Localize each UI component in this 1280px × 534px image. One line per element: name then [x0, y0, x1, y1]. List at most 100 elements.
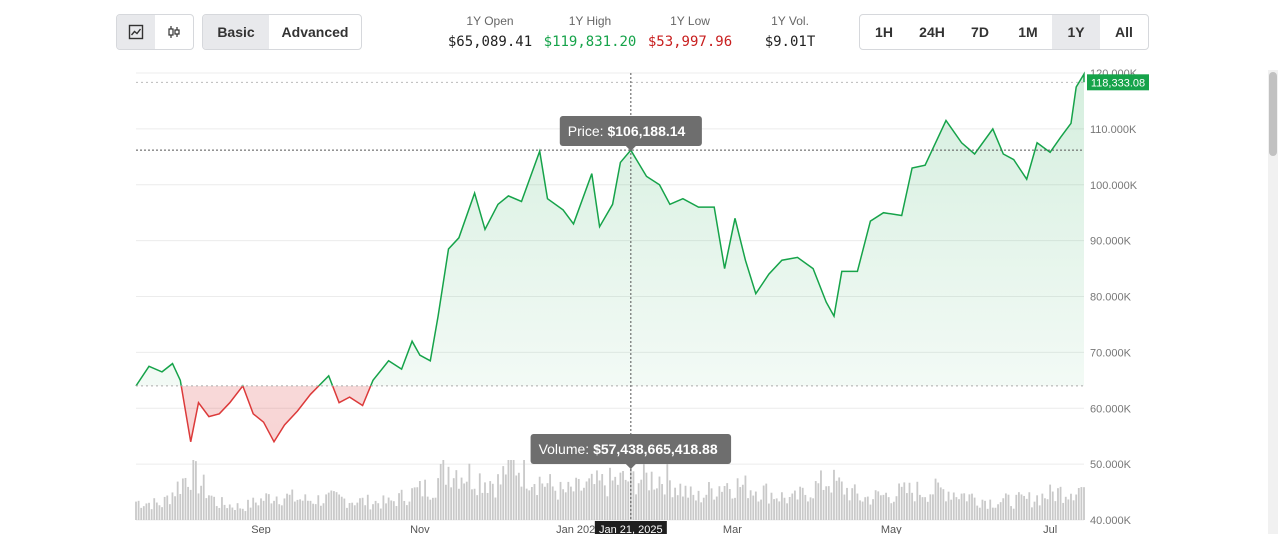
volume-bar	[869, 504, 872, 520]
volume-bar	[572, 491, 575, 520]
volume-bar	[1062, 502, 1065, 520]
volume-bar	[585, 481, 588, 520]
volume-bar	[916, 481, 919, 520]
volume-bar	[210, 495, 213, 520]
volume-bar	[137, 500, 140, 520]
volume-bar	[254, 502, 257, 520]
volume-bar	[458, 488, 460, 520]
volume-bar	[416, 487, 419, 520]
time-range-selector: 1H 24H 7D 1M 1Y All	[859, 14, 1149, 50]
volume-bar	[215, 506, 218, 520]
volume-bar	[603, 485, 606, 520]
volume-bar	[208, 495, 210, 520]
volume-bar	[877, 491, 880, 520]
volume-bar	[395, 506, 398, 520]
volume-bar	[1049, 484, 1052, 520]
volume-bar	[942, 489, 945, 520]
volume-bar	[864, 497, 867, 520]
volume-bar	[939, 487, 942, 520]
volume-bar	[695, 500, 697, 520]
y-tick-label: 40.000K	[1090, 515, 1132, 527]
range-1h-button[interactable]: 1H	[875, 24, 893, 40]
volume-bar	[783, 497, 786, 520]
range-all-button[interactable]: All	[1115, 24, 1133, 40]
volume-bar	[432, 497, 434, 520]
volume-bar	[413, 487, 416, 520]
volume-bar	[562, 489, 565, 520]
volume-bar	[838, 477, 841, 520]
volume-bar	[257, 505, 260, 520]
range-1m-button[interactable]: 1M	[1018, 24, 1038, 40]
stat-vol-value: $9.01T	[764, 34, 816, 50]
volume-bar	[577, 478, 580, 520]
volume-bar	[820, 470, 822, 520]
volume-bar	[528, 490, 531, 520]
volume-bar	[629, 465, 632, 520]
volume-bar	[598, 480, 601, 520]
volume-bar	[515, 475, 518, 520]
line-chart-button[interactable]	[117, 15, 155, 49]
volume-bar	[590, 473, 593, 520]
volume-bar	[817, 483, 820, 520]
volume-bar	[856, 493, 859, 520]
volume-bar	[267, 494, 270, 520]
volume-bar	[715, 496, 718, 520]
volume-bar	[655, 488, 658, 520]
volume-bar	[1067, 499, 1070, 520]
volume-bar	[762, 485, 765, 520]
volume-bar	[1010, 506, 1012, 520]
volume-bar	[135, 501, 137, 520]
volume-bar	[231, 507, 234, 520]
volume-bar	[984, 500, 986, 520]
stat-low-value: $53,997.96	[647, 34, 733, 50]
volume-bar	[1015, 494, 1018, 520]
x-tick-label: Jul	[1043, 524, 1057, 534]
volume-bar	[181, 478, 184, 520]
volume-bar	[575, 477, 578, 520]
volume-bar	[682, 496, 684, 520]
range-7d-button[interactable]: 7D	[971, 24, 989, 40]
volume-bar	[786, 503, 788, 520]
volume-bar	[640, 479, 643, 520]
volume-bar	[997, 504, 999, 520]
range-1y-button[interactable]: 1Y	[1052, 15, 1100, 49]
volume-bar	[356, 502, 359, 520]
candlestick-chart-button[interactable]	[155, 15, 193, 49]
volume-bar	[385, 503, 387, 520]
volume-bar	[588, 478, 591, 520]
volume-bar	[687, 497, 690, 520]
volume-bar	[301, 500, 304, 520]
volume-bar	[447, 466, 450, 520]
basic-mode-button[interactable]: Basic	[203, 15, 269, 49]
page-scrollbar-track[interactable]	[1268, 70, 1278, 534]
range-24h-button[interactable]: 24H	[919, 24, 945, 40]
volume-bar	[192, 460, 195, 520]
volume-bar	[382, 495, 385, 520]
volume-bar	[835, 480, 838, 520]
volume-bar	[379, 508, 382, 520]
y-tick-label: 110.000K	[1090, 124, 1137, 136]
volume-bar	[1025, 498, 1028, 520]
stat-open: 1Y Open $65,089.41	[440, 14, 540, 50]
volume-bar	[541, 483, 544, 520]
volume-bar	[736, 478, 739, 520]
volume-bar	[710, 488, 713, 520]
price-line-below	[135, 385, 372, 444]
toolbar: Basic Advanced 1H 24H 7D 1M 1Y All	[0, 14, 1280, 50]
page-scrollbar-thumb[interactable]	[1269, 72, 1277, 156]
volume-bar	[442, 460, 445, 520]
volume-bar	[981, 499, 984, 520]
volume-bar	[554, 490, 557, 520]
volume-bar	[306, 500, 309, 520]
volume-bar	[780, 492, 783, 520]
volume-bar	[661, 484, 663, 520]
volume-bar	[322, 503, 325, 520]
stat-low: 1Y Low $53,997.96	[640, 14, 740, 50]
advanced-mode-button[interactable]: Advanced	[281, 24, 349, 40]
volume-bar	[1044, 498, 1046, 520]
volume-bar	[853, 484, 856, 520]
volume-bar	[752, 495, 755, 520]
volume-bar	[637, 483, 640, 520]
stat-open-label: 1Y Open	[466, 14, 514, 28]
